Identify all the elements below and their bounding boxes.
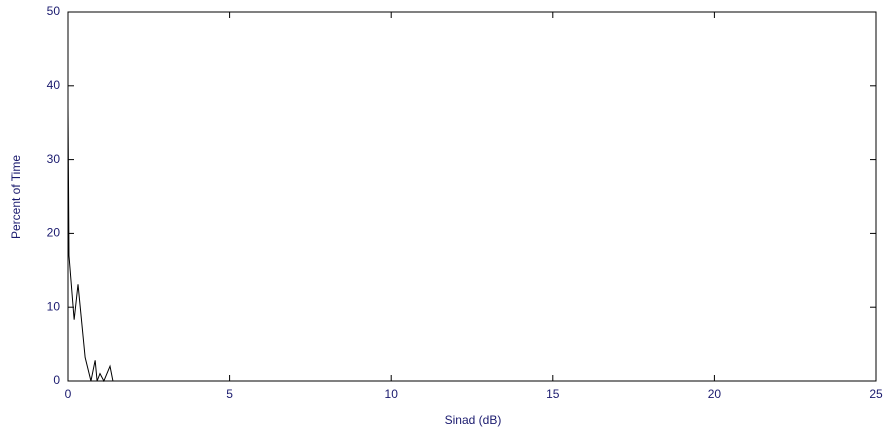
y-tick-label: 40 xyxy=(47,78,61,92)
x-tick-label: 25 xyxy=(869,387,883,401)
y-tick-label: 20 xyxy=(47,226,61,240)
x-tick-label: 0 xyxy=(65,387,72,401)
y-tick-label: 0 xyxy=(53,373,60,387)
x-tick-label: 10 xyxy=(385,387,399,401)
plot-frame xyxy=(67,11,877,382)
x-axis-title: Sinad (dB) xyxy=(445,413,502,427)
data-line xyxy=(67,107,114,383)
y-tick-label: 30 xyxy=(47,152,61,166)
x-tick-label: 15 xyxy=(546,387,560,401)
x-tick-label: 5 xyxy=(226,387,233,401)
y-axis-title: Percent of Time xyxy=(9,155,23,239)
y-tick-label: 10 xyxy=(47,299,61,313)
x-tick-label: 20 xyxy=(708,387,722,401)
y-tick-label: 50 xyxy=(47,4,61,18)
